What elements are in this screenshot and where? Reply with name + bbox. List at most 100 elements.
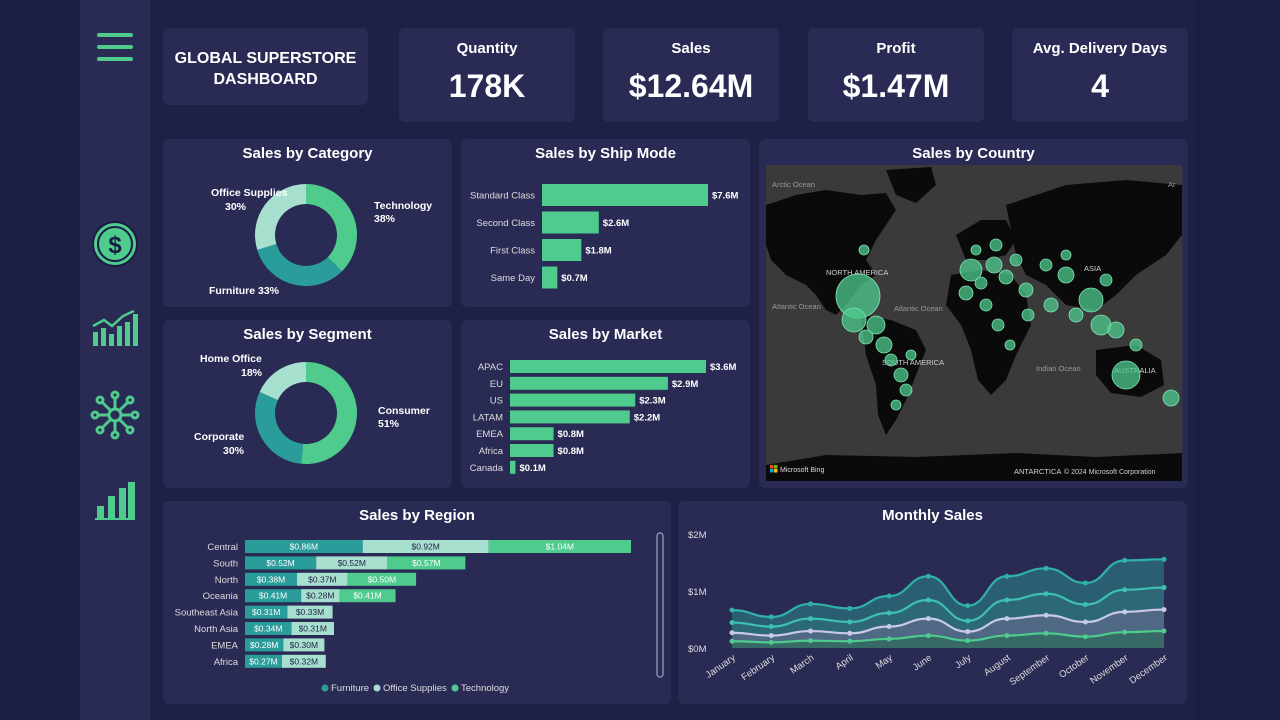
country-bubble[interactable] (1162, 389, 1180, 407)
country-bubble[interactable] (959, 258, 983, 282)
country-bubble[interactable] (905, 349, 917, 361)
country-bubble[interactable] (1009, 253, 1023, 267)
country-bubble[interactable] (1021, 308, 1035, 322)
country-bubble[interactable] (858, 244, 870, 256)
region-scrollbar[interactable] (656, 532, 664, 678)
monthly-line[interactable] (731, 629, 1165, 644)
bar[interactable] (510, 410, 630, 424)
monthly-point[interactable] (847, 619, 853, 625)
monthly-point[interactable] (965, 638, 971, 644)
monthly-point[interactable] (1043, 630, 1049, 636)
segment-chart-card[interactable]: Sales by Segment Home Office 18% Consume… (163, 320, 452, 488)
region-bar-segment[interactable] (316, 556, 388, 570)
country-bubble[interactable] (1099, 273, 1113, 287)
country-bubble[interactable] (974, 276, 988, 290)
menu-icon[interactable] (80, 30, 150, 64)
monthly-point[interactable] (1004, 597, 1010, 603)
monthly-point[interactable] (925, 573, 931, 579)
monthly-chart-card[interactable]: Monthly Sales $2M $1M $0M January Februar… (678, 501, 1187, 704)
region-bar-segment[interactable] (347, 572, 417, 586)
monthly-point[interactable] (1122, 609, 1128, 615)
monthly-point[interactable] (1082, 580, 1088, 586)
country-bubble[interactable] (991, 318, 1005, 332)
region-bar-segment[interactable] (488, 540, 631, 553)
country-bubble[interactable] (998, 269, 1014, 285)
monthly-point[interactable] (886, 610, 892, 616)
monthly-point[interactable] (808, 616, 814, 622)
country-bubble[interactable] (979, 298, 993, 312)
country-bubble[interactable] (899, 383, 913, 397)
monthly-point[interactable] (1161, 607, 1167, 613)
region-bar-segment[interactable] (245, 622, 292, 635)
monthly-point[interactable] (1004, 616, 1010, 622)
region-bar-segment[interactable] (301, 589, 340, 603)
country-bubble[interactable] (985, 256, 1003, 274)
bar[interactable] (510, 444, 554, 457)
region-bar-segment[interactable] (245, 540, 363, 553)
region-bar-segment[interactable] (281, 654, 326, 668)
monthly-point[interactable] (1082, 619, 1088, 625)
category-chart-card[interactable]: Sales by Category Office Supplies 30% Te… (163, 139, 452, 307)
region-bar-segment[interactable] (387, 556, 466, 570)
donut-slice-technology[interactable] (306, 184, 357, 272)
monthly-point[interactable] (808, 601, 814, 607)
monthly-point[interactable] (925, 616, 931, 622)
network-icon[interactable] (80, 390, 150, 440)
country-bubble[interactable] (1129, 338, 1143, 352)
monthly-point[interactable] (1004, 573, 1010, 579)
bar-chart-icon[interactable] (80, 480, 150, 520)
bar[interactable] (510, 360, 706, 373)
monthly-point[interactable] (1082, 634, 1088, 640)
donut-slice-home-office[interactable] (259, 362, 306, 401)
monthly-point[interactable] (1043, 565, 1049, 571)
donut-slice-corporate[interactable] (255, 391, 304, 464)
country-bubble[interactable] (875, 336, 893, 354)
donut-slice-furniture[interactable] (257, 244, 342, 286)
monthly-point[interactable] (1082, 601, 1088, 607)
donut-slice-office-supplies[interactable] (255, 184, 306, 250)
monthly-point[interactable] (1004, 633, 1010, 639)
country-bubble[interactable] (1060, 249, 1072, 261)
monthly-point[interactable] (847, 638, 853, 644)
region-bar-segment[interactable] (245, 638, 284, 652)
monthly-point[interactable] (925, 633, 931, 639)
region-bar-segment[interactable] (339, 589, 396, 603)
monthly-point[interactable] (847, 630, 853, 636)
country-bubble[interactable] (893, 367, 909, 383)
country-bubble[interactable] (866, 315, 886, 335)
region-bar-segment[interactable] (245, 572, 298, 586)
bar[interactable] (510, 376, 668, 390)
monthly-point[interactable] (925, 597, 931, 603)
monthly-point[interactable] (886, 624, 892, 630)
region-bar-segment[interactable] (245, 654, 282, 668)
country-bubble[interactable] (1043, 297, 1059, 313)
country-bubble[interactable] (884, 353, 898, 367)
monthly-point[interactable] (729, 638, 735, 644)
bar[interactable] (542, 184, 708, 206)
monthly-point[interactable] (768, 633, 774, 639)
country-bubble[interactable] (1057, 266, 1075, 284)
country-bubble[interactable] (858, 329, 874, 345)
monthly-line[interactable] (731, 608, 1165, 637)
region-bar-segment[interactable] (283, 638, 325, 652)
bar[interactable] (510, 460, 516, 474)
country-bubble[interactable] (1068, 307, 1084, 323)
monthly-point[interactable] (1122, 557, 1128, 563)
monthly-point[interactable] (808, 638, 814, 644)
world-map[interactable]: Arctic Ocean Ar NORTH AMERICA Atlantic O… (766, 165, 1182, 481)
bar[interactable] (542, 211, 599, 234)
country-bubble[interactable] (958, 285, 974, 301)
monthly-point[interactable] (1122, 587, 1128, 593)
dollar-icon[interactable]: $ (80, 220, 150, 268)
monthly-point[interactable] (1043, 612, 1049, 618)
region-chart-card[interactable]: Sales by Region Central $0.86M $0.92M $1.04… (163, 501, 671, 704)
country-bubble[interactable] (890, 399, 902, 411)
region-bar-segment[interactable] (297, 572, 348, 586)
bar[interactable] (510, 393, 636, 407)
monthly-point[interactable] (847, 605, 853, 611)
region-bar-segment[interactable] (287, 605, 333, 619)
bar[interactable] (510, 427, 554, 441)
donut-slice-consumer[interactable] (301, 362, 357, 464)
monthly-point[interactable] (965, 629, 971, 635)
monthly-point[interactable] (768, 639, 774, 645)
